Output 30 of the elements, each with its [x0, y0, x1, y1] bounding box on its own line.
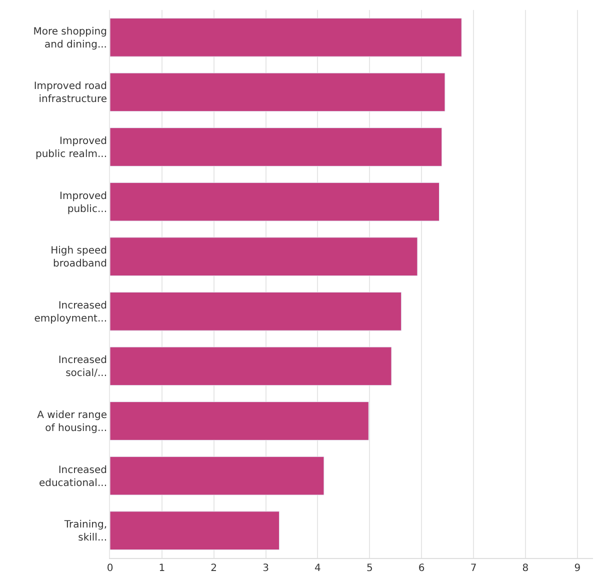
x-tick-label: 1 [158, 563, 166, 574]
bar [110, 456, 324, 496]
x-tick-label: 3 [262, 563, 269, 574]
bar [110, 128, 442, 166]
y-tick-label: Increased employment... [34, 300, 107, 324]
bar [110, 182, 440, 222]
x-tick-label: 4 [314, 563, 321, 574]
x-tick-label: 9 [574, 563, 581, 574]
bar [110, 237, 418, 276]
x-tick-label: 8 [522, 563, 529, 574]
y-tick-label: Improved road infrastructure [34, 81, 107, 106]
y-tick-label: Increased social/... [58, 355, 107, 380]
x-tick-label: 0 [106, 563, 114, 574]
x-tick-label: 2 [210, 563, 218, 574]
y-tick-label: Training, skill... [63, 520, 107, 544]
y-tick-label: Increased educational... [38, 464, 107, 489]
y-tick-label: High speed broadband [50, 246, 107, 270]
bar [110, 402, 369, 440]
x-tick-label: 7 [470, 563, 477, 574]
y-tick-label: A wider range of housing... [37, 410, 107, 434]
x-tick-label: 6 [418, 563, 425, 574]
bar [110, 511, 280, 550]
bar [110, 72, 446, 112]
bar [110, 18, 462, 57]
bar [110, 346, 392, 386]
y-tick-label: Improved public realm... [36, 136, 107, 160]
bar [110, 292, 402, 331]
y-tick-label: More shopping and dining... [33, 26, 107, 50]
x-tick-label: 5 [366, 563, 373, 574]
y-tick-label: Improved public... [60, 190, 107, 215]
